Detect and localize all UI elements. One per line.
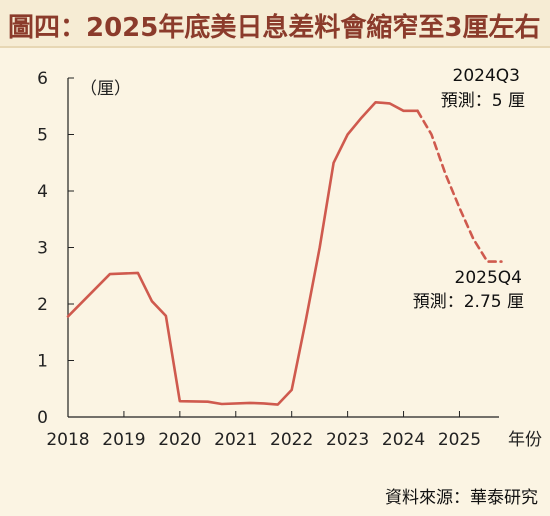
y-tick-label: 5 — [37, 126, 48, 146]
y-tick-label: 0 — [37, 408, 48, 428]
y-unit-label: （厘） — [80, 79, 131, 99]
title-divider — [0, 46, 550, 48]
chart-title: 圖四：2025年底美日息差料會縮窄至3厘左右 — [8, 13, 541, 43]
annotation-2025q4-forecast: 預測：2.75 厘 — [413, 292, 524, 312]
y-tick-label: 3 — [37, 239, 48, 259]
x-tick-label: 2020 — [158, 430, 201, 450]
annotation-2024q3-forecast: 預測：5 厘 — [441, 91, 525, 111]
x-tick-label: 2025 — [438, 430, 481, 450]
forecast-line — [416, 109, 503, 263]
x-axis-label: 年份 — [508, 430, 542, 450]
x-tick-label: 2023 — [326, 430, 369, 450]
y-tick-label: 2 — [37, 295, 48, 315]
x-tick-label: 2022 — [270, 430, 313, 450]
y-tick-label: 4 — [37, 182, 48, 202]
y-tick-label: 1 — [37, 352, 48, 372]
y-tick-label: 6 — [37, 69, 48, 89]
title-bar: 圖四：2025年底美日息差料會縮窄至3厘左右 — [0, 0, 550, 46]
annotation-2024q3-period: 2024Q3 — [453, 66, 520, 86]
x-tick-label: 2024 — [382, 430, 425, 450]
x-tick-label: 2021 — [214, 430, 257, 450]
actual-line — [66, 101, 419, 406]
x-tick-label: 2019 — [102, 430, 145, 450]
annotation-2025q4-period: 2025Q4 — [455, 268, 522, 288]
x-tick-label: 2018 — [46, 430, 89, 450]
source-note: 資料來源：華泰研究 — [385, 488, 538, 508]
